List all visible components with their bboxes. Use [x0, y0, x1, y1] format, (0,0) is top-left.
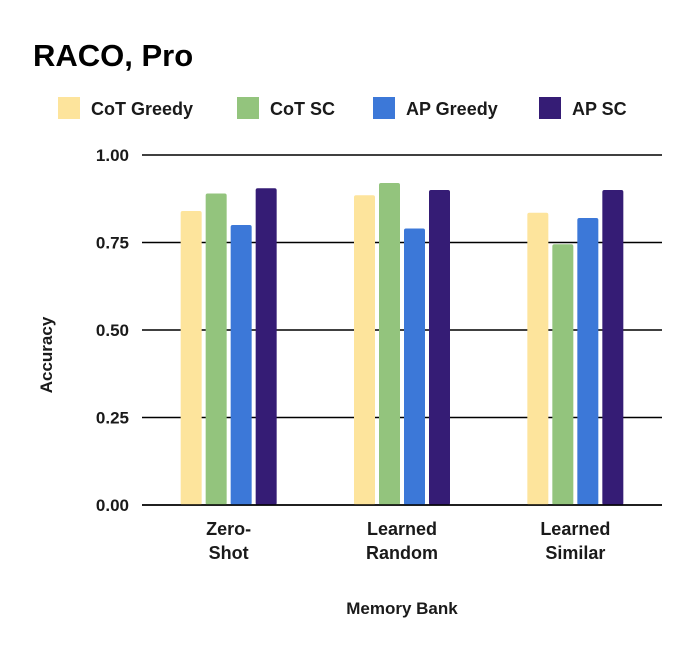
x-tick-label: Learned — [540, 519, 610, 539]
bars — [142, 183, 662, 506]
y-axis-ticks: 0.00 0.25 0.50 0.75 1.00 — [96, 146, 129, 515]
bar-cot-greedy-learned-random — [354, 195, 375, 505]
bar-ap-sc-zero-shot — [255, 188, 277, 505]
bar-ap-greedy-learned-random — [404, 228, 425, 505]
bar-cot-greedy-learned-similar — [527, 212, 549, 505]
bar-ap-greedy-zero-shot — [230, 225, 252, 505]
bar-cot-sc-learned-similar — [552, 244, 574, 505]
legend-swatch-ap-greedy — [373, 97, 395, 119]
x-tick-label: Zero- — [206, 519, 251, 539]
y-tick-label: 0.25 — [96, 409, 129, 428]
x-tick-label: Shot — [209, 543, 249, 563]
bar-cot-sc-zero-shot — [205, 193, 227, 505]
legend-swatch-ap-sc — [539, 97, 561, 119]
chart-title: RACO, Pro — [33, 38, 193, 73]
legend-label-cot-sc: CoT SC — [270, 99, 335, 119]
bar-cot-sc-learned-random — [379, 183, 400, 505]
bar-cot-greedy-zero-shot — [180, 211, 202, 505]
bar-ap-sc-learned-similar — [602, 190, 624, 505]
x-tick-label: Random — [366, 543, 438, 563]
legend-label-ap-sc: AP SC — [572, 99, 627, 119]
y-tick-label: 0.75 — [96, 234, 129, 253]
x-tick-label: Similar — [545, 543, 605, 563]
y-axis-title: Accuracy — [37, 316, 56, 393]
y-tick-label: 0.00 — [96, 496, 129, 515]
legend-swatch-cot-sc — [237, 97, 259, 119]
y-tick-label: 1.00 — [96, 146, 129, 165]
legend-label-cot-greedy: CoT Greedy — [91, 99, 193, 119]
bar-ap-sc-learned-random — [429, 190, 450, 505]
x-tick-label: Learned — [367, 519, 437, 539]
legend-swatch-cot-greedy — [58, 97, 80, 119]
legend-label-ap-greedy: AP Greedy — [406, 99, 498, 119]
x-axis-title: Memory Bank — [346, 599, 458, 618]
x-axis-labels: Zero- Shot Learned Random Learned Similar — [206, 519, 610, 563]
bar-ap-greedy-learned-similar — [577, 218, 599, 505]
legend: CoT Greedy CoT SC AP Greedy AP SC — [58, 97, 627, 119]
y-tick-label: 0.50 — [96, 321, 129, 340]
